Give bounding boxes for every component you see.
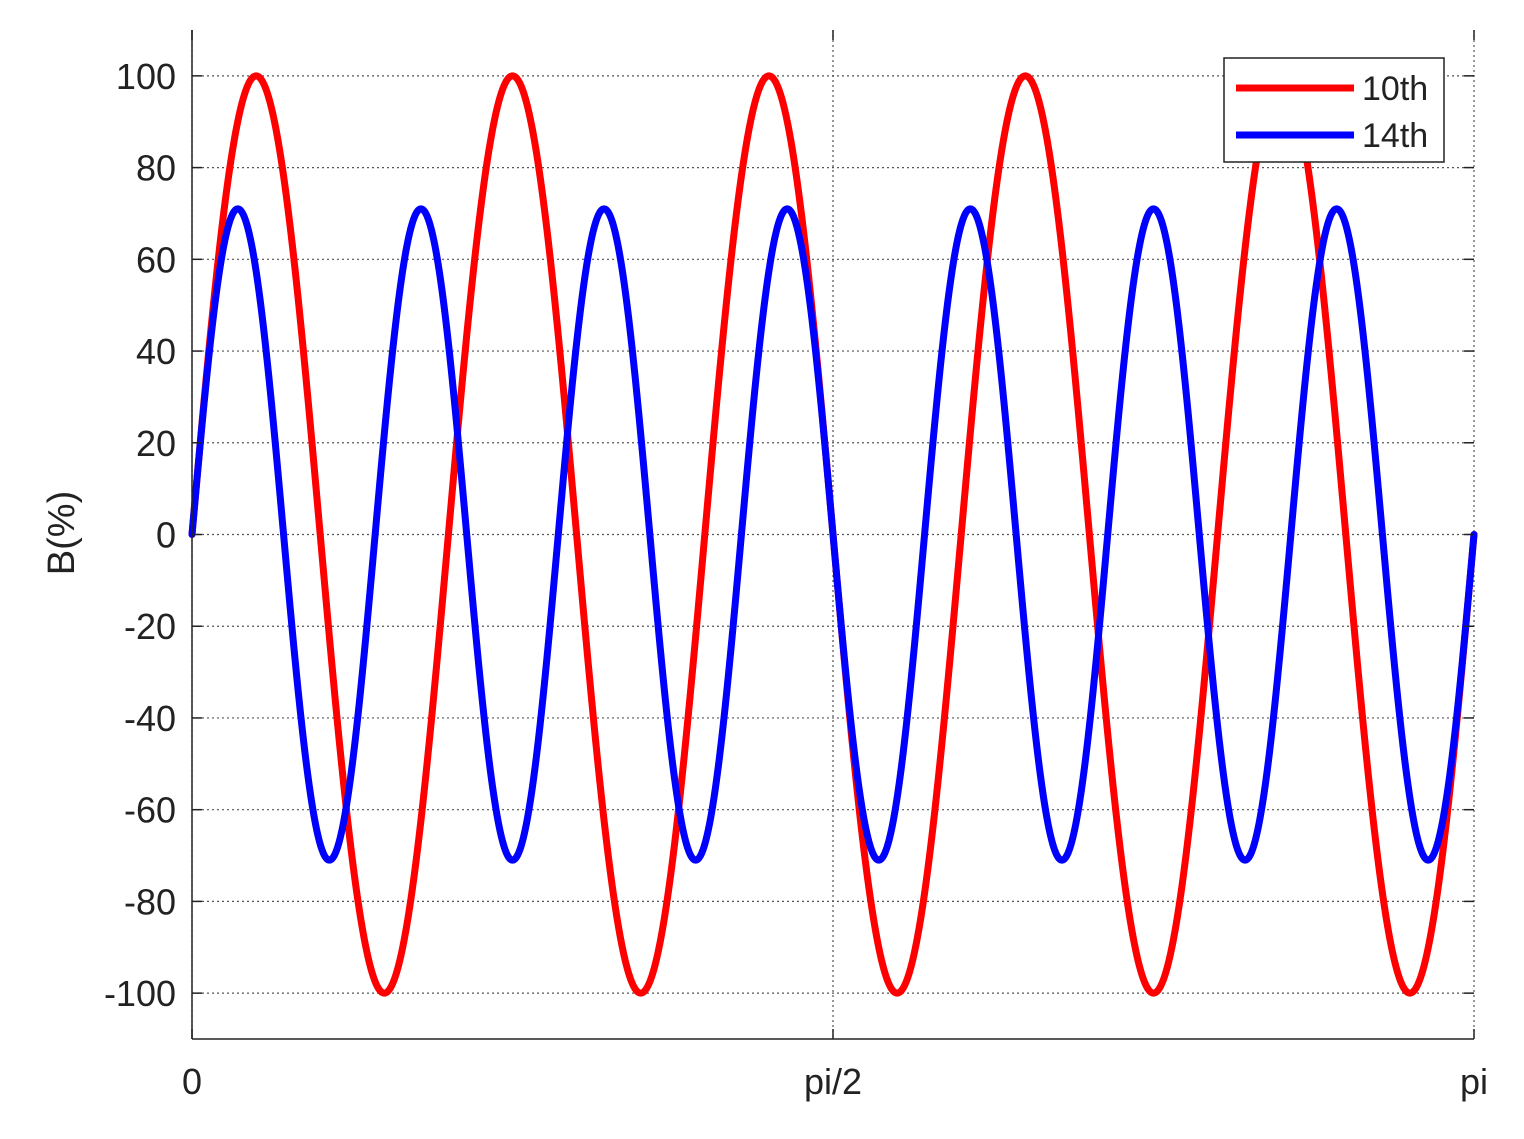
- legend: 10th 14th: [1223, 57, 1445, 163]
- y-tick-label: 0: [156, 515, 176, 556]
- x-tick-label: pi: [1460, 1061, 1488, 1102]
- y-tick-label: 20: [136, 423, 176, 464]
- legend-label-10th: 10th: [1362, 70, 1428, 108]
- legend-box: [1223, 57, 1445, 163]
- axes: [191, 30, 1475, 1040]
- x-tick-label: pi/2: [804, 1061, 862, 1102]
- y-tick-label: 100: [116, 56, 176, 97]
- y-tick-label: -20: [124, 606, 176, 647]
- y-axis-label: B(%): [41, 491, 83, 575]
- y-tick-label: 60: [136, 239, 176, 280]
- y-tick-label: -40: [124, 698, 176, 739]
- y-tick-label: 40: [136, 331, 176, 372]
- y-tick-label: 80: [136, 148, 176, 189]
- legend-label-14th: 14th: [1362, 117, 1428, 155]
- tick-labels: 100 80 60 40 20 0 -20 -40 -60 -80 -100 0 pi/2 pi: [104, 56, 1488, 1102]
- y-tick-label: -60: [124, 790, 176, 831]
- series-line-14th: [188, 205, 1478, 864]
- x-tick-label: 0: [182, 1061, 202, 1102]
- y-tick-label: -80: [124, 881, 176, 922]
- y-tick-label: -100: [104, 973, 176, 1014]
